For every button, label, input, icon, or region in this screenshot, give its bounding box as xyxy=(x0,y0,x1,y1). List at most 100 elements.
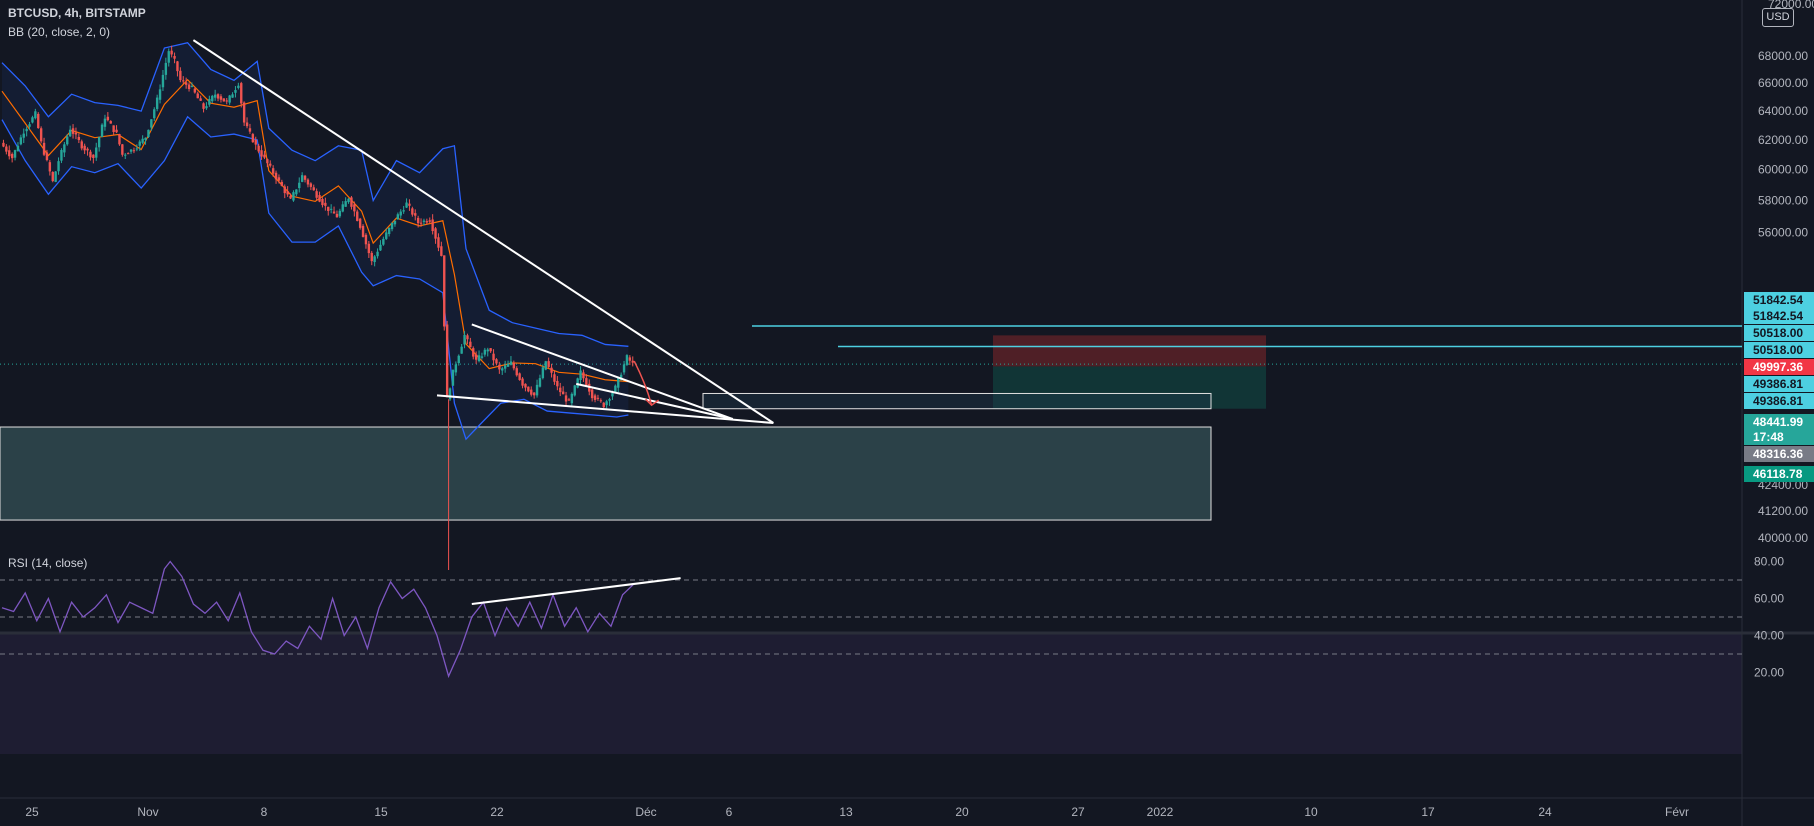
candle xyxy=(605,399,608,409)
trendline xyxy=(436,394,774,424)
candle-body xyxy=(515,368,518,376)
candle xyxy=(103,114,107,131)
candle xyxy=(573,384,576,397)
candle xyxy=(538,374,542,388)
candle xyxy=(106,112,110,122)
candle xyxy=(367,240,371,258)
time-tick-label: 15 xyxy=(374,805,388,819)
candle xyxy=(353,201,356,217)
candle-body xyxy=(34,111,37,119)
candle xyxy=(158,84,162,104)
candle xyxy=(564,391,568,407)
candle xyxy=(135,144,139,152)
candle xyxy=(466,333,469,345)
candle-body xyxy=(138,141,141,146)
candle-body xyxy=(42,142,46,155)
candle-body xyxy=(373,256,376,263)
candle-body xyxy=(121,144,124,155)
candle xyxy=(440,241,443,257)
candle xyxy=(83,143,86,155)
candle-body xyxy=(422,220,426,222)
candle-body xyxy=(83,145,86,151)
candle xyxy=(309,182,313,191)
candle xyxy=(271,165,275,177)
candle xyxy=(251,132,255,143)
candle-body xyxy=(367,243,371,254)
candle-body xyxy=(553,374,556,382)
indicator-title[interactable]: BB (20, close, 2, 0) xyxy=(8,25,111,39)
candle xyxy=(269,160,272,168)
candle-body xyxy=(10,153,14,159)
candle-body xyxy=(71,128,75,134)
candle xyxy=(126,152,130,155)
price-tick-label: 64000.00 xyxy=(1758,104,1808,118)
candle xyxy=(80,139,83,151)
candle xyxy=(77,133,81,144)
time-tick-label: 25 xyxy=(25,805,39,819)
candle xyxy=(521,377,524,389)
price-tick-label: 41200.00 xyxy=(1758,504,1808,518)
candle xyxy=(173,52,176,64)
candle xyxy=(298,177,301,193)
candle xyxy=(324,197,327,211)
candle-body xyxy=(289,195,292,199)
candle xyxy=(483,347,487,357)
price-badge-bg xyxy=(1744,292,1814,308)
candle-body xyxy=(350,197,353,207)
candle-body xyxy=(141,138,144,143)
price-badge-bg xyxy=(1744,466,1814,482)
candle xyxy=(219,94,223,103)
price-badge-target: 46118.78 xyxy=(1744,466,1814,482)
bollinger-basis xyxy=(1,78,629,383)
candle-body xyxy=(31,117,34,123)
candle-body xyxy=(277,177,281,181)
candle-body xyxy=(382,238,385,245)
projection-arrow xyxy=(633,360,653,406)
price-badge-level: 50518.00 xyxy=(1744,325,1814,341)
candles xyxy=(2,45,634,409)
candle-body xyxy=(283,186,286,194)
candle xyxy=(356,209,359,222)
candle-body xyxy=(309,183,313,187)
candle xyxy=(42,137,46,157)
candle xyxy=(86,147,89,156)
candle-body xyxy=(530,389,533,395)
candle-body xyxy=(518,373,521,380)
currency-badge[interactable]: USD xyxy=(1762,8,1794,27)
price-badge-stop: 49997.36 xyxy=(1744,359,1814,375)
candle-body xyxy=(477,355,481,362)
candle xyxy=(477,350,481,363)
candle xyxy=(390,222,394,232)
rsi-title[interactable]: RSI (14, close) xyxy=(8,556,88,570)
candle xyxy=(68,125,72,137)
price-tick-label: 66000.00 xyxy=(1758,76,1808,90)
candle xyxy=(2,139,5,148)
candle-body xyxy=(489,348,492,352)
candle xyxy=(167,48,170,67)
candle xyxy=(622,360,626,375)
candle xyxy=(51,171,54,183)
time-tick-label: 20 xyxy=(955,805,969,819)
candle xyxy=(39,126,43,144)
candle xyxy=(150,119,153,131)
price-badge-bg xyxy=(1744,376,1814,392)
candle-body xyxy=(219,96,223,100)
candle xyxy=(448,387,452,401)
candle xyxy=(431,214,434,235)
candle-body xyxy=(344,201,347,207)
candle-body xyxy=(86,148,89,151)
candle xyxy=(89,149,92,161)
symbol-title[interactable]: BTCUSD, 4h, BITSTAMP xyxy=(8,6,146,20)
candle-body xyxy=(550,367,553,373)
candle-body xyxy=(306,179,310,185)
candle-body xyxy=(614,385,617,393)
candle-body xyxy=(28,124,31,127)
time-tick-label: 8 xyxy=(261,805,268,819)
candle-body xyxy=(25,128,28,132)
candle-body xyxy=(150,119,153,128)
price-badge-countdown: 17:48 xyxy=(1744,429,1814,445)
candle-body xyxy=(611,392,614,397)
candle-body xyxy=(428,220,431,222)
candle-body xyxy=(182,80,185,82)
